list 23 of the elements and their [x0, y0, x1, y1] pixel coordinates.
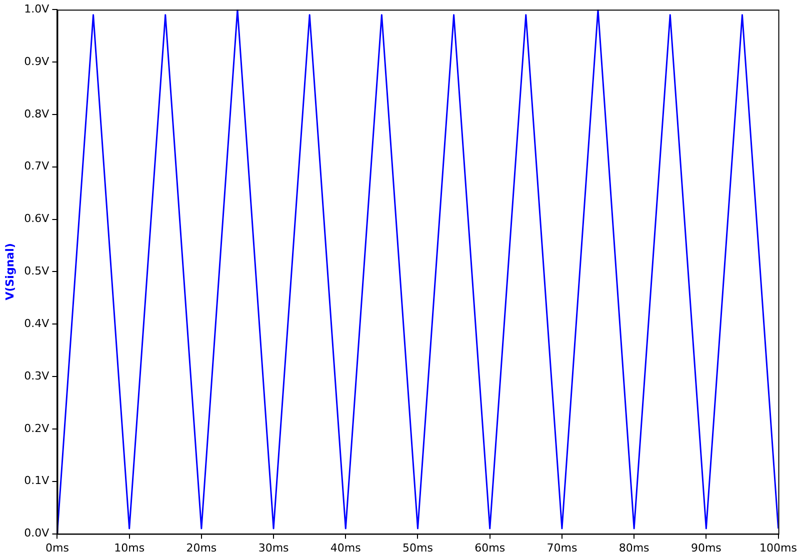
y-tick-label: 0.2V [24, 422, 50, 435]
x-tick-label: 60ms [474, 541, 506, 554]
y-tick-label: 0.9V [24, 54, 50, 68]
y-tick-label: 1.0V [24, 2, 50, 16]
y-tick-label: 0.0V [24, 526, 50, 540]
x-tick-label: 90ms [690, 541, 722, 554]
y-tick-label: 0.8V [24, 107, 50, 120]
y-tick-label: 0.6V [24, 212, 50, 226]
x-tick-label: 100ms [760, 541, 798, 554]
x-tick-label: 50ms [402, 541, 434, 554]
y-tick-label: 0.1V [24, 474, 50, 488]
y-axis-title: V(Signal) [3, 243, 16, 300]
x-tick-label: 30ms [258, 541, 290, 554]
x-tick-label: 20ms [186, 541, 217, 554]
x-tick-label: 80ms [618, 541, 650, 554]
y-tick-label: 0.4V [24, 316, 50, 330]
y-tick-label: 0.7V [24, 160, 50, 173]
x-tick-label: 0ms [45, 541, 70, 554]
y-tick-label: 0.5V [24, 264, 50, 278]
x-tick-label: 10ms [114, 541, 145, 554]
y-tick-label: 0.3V [24, 369, 50, 382]
x-tick-label: 70ms [546, 541, 578, 554]
x-tick-label: 40ms [330, 541, 362, 554]
